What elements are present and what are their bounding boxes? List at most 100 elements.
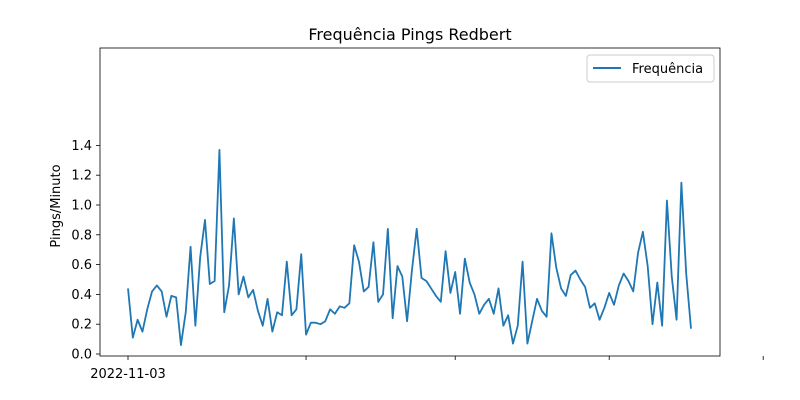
data-point bbox=[305, 333, 308, 336]
data-point bbox=[184, 311, 187, 314]
data-point bbox=[598, 318, 601, 321]
y-tick-label: 0.2 bbox=[71, 318, 92, 333]
data-point bbox=[569, 274, 572, 277]
data-point bbox=[444, 250, 447, 253]
data-point bbox=[661, 324, 664, 327]
data-point bbox=[309, 321, 312, 324]
data-point bbox=[382, 293, 385, 296]
data-point bbox=[247, 296, 250, 299]
data-point bbox=[560, 287, 563, 290]
data-point bbox=[290, 314, 293, 317]
data-point bbox=[540, 309, 543, 312]
data-point bbox=[588, 306, 591, 309]
data-point bbox=[555, 266, 558, 269]
data-point bbox=[593, 302, 596, 305]
data-point bbox=[324, 320, 327, 323]
data-point bbox=[203, 218, 206, 221]
data-point bbox=[627, 279, 630, 282]
data-point bbox=[632, 290, 635, 293]
data-point bbox=[497, 287, 500, 290]
data-point bbox=[439, 300, 442, 303]
y-axis-label: Pings/Minuto bbox=[49, 164, 64, 247]
data-point bbox=[256, 309, 259, 312]
data-point bbox=[338, 305, 341, 308]
data-point bbox=[545, 315, 548, 318]
data-point bbox=[179, 344, 182, 347]
data-point bbox=[675, 318, 678, 321]
legend-box bbox=[586, 54, 715, 83]
data-point bbox=[425, 279, 428, 282]
data-point bbox=[641, 230, 644, 233]
data-point bbox=[175, 296, 178, 299]
data-point bbox=[420, 277, 423, 280]
data-point bbox=[151, 290, 154, 293]
data-point bbox=[232, 217, 235, 220]
data-point bbox=[511, 342, 514, 345]
data-point bbox=[502, 324, 505, 327]
data-point bbox=[223, 311, 226, 314]
y-tick-label: 1.4 bbox=[71, 139, 92, 154]
data-point bbox=[127, 287, 130, 290]
data-point bbox=[483, 303, 486, 306]
data-point bbox=[131, 336, 134, 339]
data-point bbox=[434, 294, 437, 297]
y-tick-label: 0.4 bbox=[71, 288, 92, 303]
data-point bbox=[319, 323, 322, 326]
data-point bbox=[237, 293, 240, 296]
data-point bbox=[550, 232, 553, 235]
data-point bbox=[564, 294, 567, 297]
data-point bbox=[261, 324, 264, 327]
data-point bbox=[487, 297, 490, 300]
data-point bbox=[454, 271, 457, 274]
data-point bbox=[406, 320, 409, 323]
data-point bbox=[189, 245, 192, 248]
data-point bbox=[584, 285, 587, 288]
data-point bbox=[357, 260, 360, 263]
data-point bbox=[646, 265, 649, 268]
x-axis: 2022-11-03 bbox=[90, 356, 764, 382]
data-point bbox=[276, 311, 279, 314]
data-point bbox=[329, 308, 332, 311]
data-point bbox=[377, 300, 380, 303]
data-point bbox=[242, 275, 245, 278]
data-point bbox=[300, 253, 303, 256]
data-point bbox=[526, 342, 529, 345]
data-point bbox=[136, 318, 139, 321]
y-tick-label: 0.6 bbox=[71, 258, 92, 273]
data-point bbox=[218, 148, 221, 151]
data-point bbox=[146, 308, 149, 311]
data-point bbox=[574, 269, 577, 272]
data-point bbox=[333, 312, 336, 315]
data-point bbox=[372, 241, 375, 244]
data-point bbox=[141, 330, 144, 333]
data-point bbox=[391, 317, 394, 320]
data-point bbox=[478, 312, 481, 315]
data-point bbox=[670, 275, 673, 278]
data-point bbox=[266, 297, 269, 300]
data-point bbox=[199, 256, 202, 259]
data-point bbox=[314, 321, 317, 324]
data-point bbox=[463, 257, 466, 260]
data-point bbox=[155, 284, 158, 287]
data-point bbox=[608, 291, 611, 294]
data-point bbox=[343, 306, 346, 309]
plot-frame bbox=[99, 47, 721, 357]
data-point bbox=[271, 330, 274, 333]
chart-title: Frequência Pings Redbert bbox=[308, 25, 511, 44]
data-point bbox=[228, 284, 231, 287]
data-point bbox=[516, 324, 519, 327]
data-point bbox=[613, 303, 616, 306]
data-point bbox=[367, 285, 370, 288]
data-point bbox=[651, 323, 654, 326]
y-axis: 0.0 0.2 0.4 0.6 0.8 1.0 1.2 1.4 bbox=[71, 139, 100, 363]
data-point bbox=[160, 290, 163, 293]
y-tick-label: 0.0 bbox=[71, 348, 92, 363]
data-point bbox=[473, 293, 476, 296]
data-point bbox=[665, 199, 668, 202]
series-line-frequencia bbox=[127, 148, 692, 346]
data-point bbox=[468, 281, 471, 284]
data-point bbox=[194, 324, 197, 327]
data-point bbox=[295, 308, 298, 311]
data-point bbox=[617, 284, 620, 287]
